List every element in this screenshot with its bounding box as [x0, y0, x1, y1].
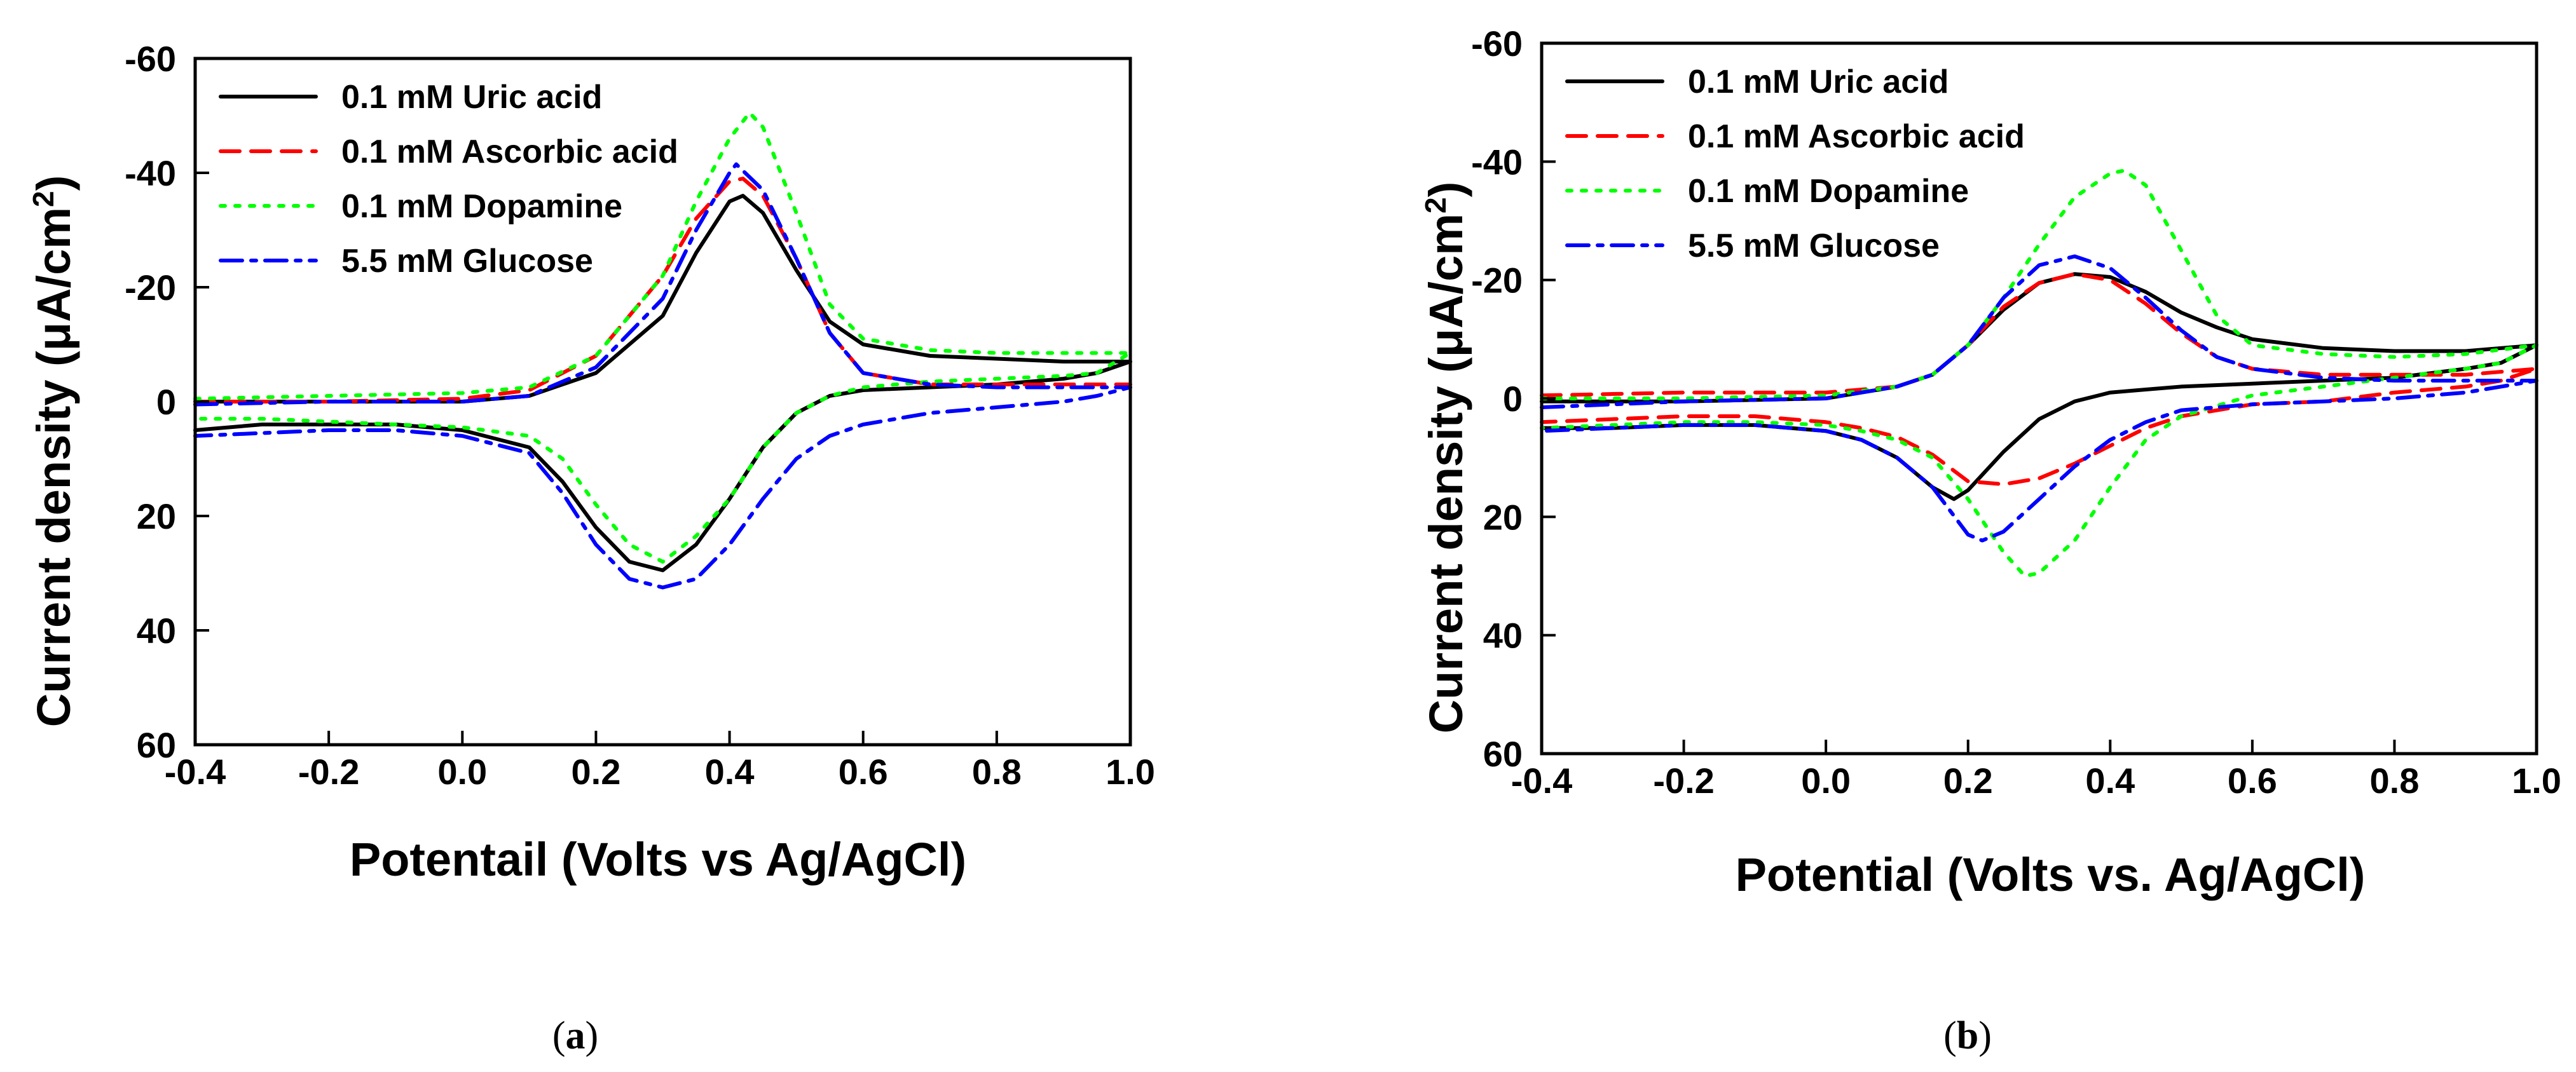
y-axis-label-main-b: Current density (μA/cm	[1420, 214, 1472, 733]
y-tick-label-b-6: 60	[1483, 734, 1523, 774]
series-line-a-2	[193, 111, 1132, 564]
legend-label-a-3: 5.5 mM Glucose	[341, 243, 593, 280]
series-layer-a	[193, 111, 1132, 590]
x-axis-label-b: Potential (Volts vs. Ag/AgCl)	[1736, 848, 2366, 901]
series-line-b-2	[1540, 168, 2538, 578]
x-tick-label-a-0: -0.4	[165, 752, 226, 792]
y-tick-label-b-3: 0	[1503, 379, 1523, 419]
chart-panel-b: -0.4 -0.2 0.0 0.2 0.4 0.6 0.8 1.0 -60 -40 -20 0 20 40…	[1419, 24, 2561, 1057]
legend-b: 0.1 mM Uric acid 0.1 mM Ascorbic acid 0.1 …	[1565, 64, 2025, 264]
series-line-a-3	[193, 162, 1132, 590]
y-tick-label-a-1: -40	[125, 153, 176, 193]
y-tick-label-a-0: -60	[125, 39, 176, 79]
caption-letter-a: a	[566, 1014, 586, 1057]
x-tick-label-b-6: 0.8	[2369, 761, 2419, 801]
series-line-b-3	[1540, 254, 2538, 543]
series-line-b-0	[1540, 272, 2538, 501]
x-tick-label-b-5: 0.6	[2228, 761, 2277, 801]
x-axis-label-a: Potentail (Volts vs Ag/AgCl)	[350, 833, 966, 886]
x-tick-label-a-5: 0.6	[839, 752, 888, 792]
y-tick-label-a-2: -20	[125, 268, 176, 308]
chart-panel-a: -0.4 -0.2 0.0 0.2 0.4 0.6 0.8 1.0 -60 -40 -20 0 20 40…	[27, 39, 1155, 1057]
x-tick-label-b-3: 0.2	[1943, 761, 1993, 801]
tick-layer-b: -0.4 -0.2 0.0 0.2 0.4 0.6 0.8 1.0 -60 -40 -20 0 20 40…	[1471, 24, 2561, 801]
x-tick-label-a-2: 0.0	[437, 752, 487, 792]
y-tick-label-a-3: 0	[156, 382, 176, 422]
y-axis-label-a: Current density (μA/cm2)	[27, 175, 80, 728]
legend-label-a-2: 0.1 mM Dopamine	[341, 188, 622, 225]
y-axis-label-b: Current density (μA/cm2)	[1419, 182, 1472, 734]
series-layer-b	[1540, 168, 2538, 578]
legend-label-b-0: 0.1 mM Uric acid	[1688, 64, 1949, 100]
y-tick-label-b-0: -60	[1471, 24, 1523, 64]
caption-a: (a)	[552, 1014, 598, 1057]
y-tick-label-b-2: -20	[1471, 261, 1523, 301]
y-tick-label-b-1: -40	[1471, 142, 1523, 182]
y-axis-label-main-a: Current density (μA/cm	[27, 207, 80, 727]
x-tick-label-a-6: 0.8	[972, 752, 1022, 792]
x-tick-label-b-0: -0.4	[1511, 761, 1573, 801]
caption-b: (b)	[1943, 1014, 1992, 1057]
legend-label-a-0: 0.1 mM Uric acid	[341, 79, 602, 116]
x-tick-label-b-4: 0.4	[2085, 761, 2135, 801]
x-tick-label-a-4: 0.4	[705, 752, 755, 792]
y-axis-label-end-a: )	[27, 175, 80, 191]
tick-layer-a: -0.4 -0.2 0.0 0.2 0.4 0.6 0.8 1.0 -60 -40 -20 0 20 40…	[125, 39, 1155, 792]
series-line-a-1	[193, 177, 1132, 404]
legend-label-b-2: 0.1 mM Dopamine	[1688, 173, 1969, 210]
legend-label-a-1: 0.1 mM Ascorbic acid	[341, 133, 678, 170]
series-line-b-1	[1540, 272, 2538, 487]
x-tick-label-a-3: 0.2	[571, 752, 620, 792]
y-axis-label-sup-a: 2	[27, 191, 60, 207]
y-tick-label-a-5: 40	[137, 611, 176, 651]
y-tick-label-b-5: 40	[1483, 616, 1523, 656]
legend-label-b-1: 0.1 mM Ascorbic acid	[1688, 118, 2025, 155]
y-tick-label-b-4: 20	[1483, 497, 1523, 537]
y-tick-label-a-4: 20	[137, 496, 176, 536]
legend-a: 0.1 mM Uric acid 0.1 mM Ascorbic acid 0.1 …	[219, 79, 678, 280]
legend-label-b-3: 5.5 mM Glucose	[1688, 227, 1940, 264]
y-axis-label-end-b: )	[1420, 182, 1472, 198]
series-line-a-0	[193, 194, 1132, 573]
x-tick-label-a-7: 1.0	[1106, 752, 1155, 792]
y-axis-label-sup-b: 2	[1419, 197, 1452, 214]
y-tick-label-a-6: 60	[137, 725, 176, 765]
caption-letter-b: b	[1957, 1014, 1978, 1057]
x-tick-label-a-1: -0.2	[298, 752, 360, 792]
x-tick-label-b-2: 0.0	[1801, 761, 1851, 801]
x-tick-label-b-1: -0.2	[1653, 761, 1715, 801]
x-tick-label-b-7: 1.0	[2512, 761, 2561, 801]
